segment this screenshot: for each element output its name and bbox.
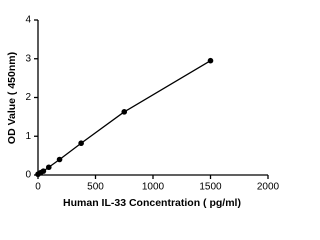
x-tick-label: 1500	[199, 182, 222, 193]
x-tick-label: 500	[87, 182, 104, 193]
y-tick-label: 1	[25, 131, 31, 142]
chart: Human IL-33 Concentration ( pg/ml) OD Va…	[6, 15, 280, 209]
y-axis-label: OD Value ( 450nm)	[6, 52, 18, 144]
point	[207, 57, 214, 64]
y-tick-label: 4	[25, 15, 31, 26]
x-tick-label: 0	[35, 182, 41, 193]
point	[78, 140, 84, 147]
point	[45, 164, 52, 171]
point	[56, 156, 63, 163]
y-tick-label: 0	[25, 170, 31, 181]
x-axis-label: Human IL-33 Concentration ( pg/ml)	[63, 197, 241, 209]
x-tick-label: 1000	[142, 182, 165, 193]
y-tick-label: 3	[25, 53, 31, 64]
point	[121, 109, 128, 115]
y-tick-label: 2	[25, 92, 31, 103]
fit-curve	[37, 60, 211, 175]
point	[40, 168, 47, 174]
x-tick-label: 2000	[257, 182, 280, 193]
